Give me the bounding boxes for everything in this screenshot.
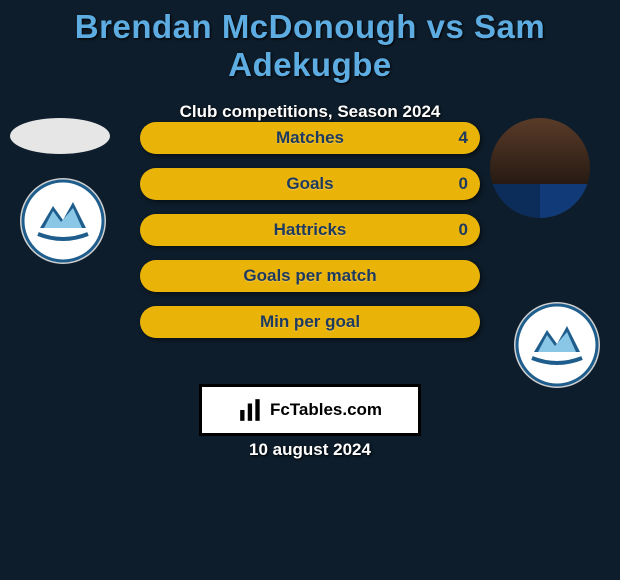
bar-chart-icon bbox=[238, 397, 264, 423]
club-logo-right bbox=[514, 302, 600, 388]
stat-label: Goals bbox=[140, 168, 480, 200]
stat-label: Min per goal bbox=[140, 306, 480, 338]
stat-label: Hattricks bbox=[140, 214, 480, 246]
stat-bar-min-per-goal: Min per goal bbox=[140, 306, 480, 338]
stat-label: Matches bbox=[140, 122, 480, 154]
stat-bar-goals: Goals 0 bbox=[140, 168, 480, 200]
brand-text: FcTables.com bbox=[270, 400, 382, 420]
stat-bar-goals-per-match: Goals per match bbox=[140, 260, 480, 292]
player-right-avatar bbox=[490, 118, 590, 218]
brand-attribution: FcTables.com bbox=[199, 384, 421, 436]
stat-label: Goals per match bbox=[140, 260, 480, 292]
player-left-avatar bbox=[10, 118, 110, 154]
comparison-title: Brendan McDonough vs Sam Adekugbe bbox=[0, 0, 620, 84]
comparison-card: { "viewport": { "width": 620, "height": … bbox=[0, 0, 620, 580]
stat-bar-matches: Matches 4 bbox=[140, 122, 480, 154]
stat-value-right: 4 bbox=[459, 122, 468, 154]
generated-date: 10 august 2024 bbox=[0, 440, 620, 460]
stat-value-right: 0 bbox=[459, 214, 468, 246]
club-logo-left bbox=[20, 178, 106, 264]
stat-bar-group: Matches 4 Goals 0 Hattricks 0 Goals per … bbox=[140, 122, 480, 352]
stat-value-right: 0 bbox=[459, 168, 468, 200]
stat-bar-hattricks: Hattricks 0 bbox=[140, 214, 480, 246]
whitecaps-logo-icon bbox=[514, 302, 600, 388]
whitecaps-logo-icon bbox=[20, 178, 106, 264]
